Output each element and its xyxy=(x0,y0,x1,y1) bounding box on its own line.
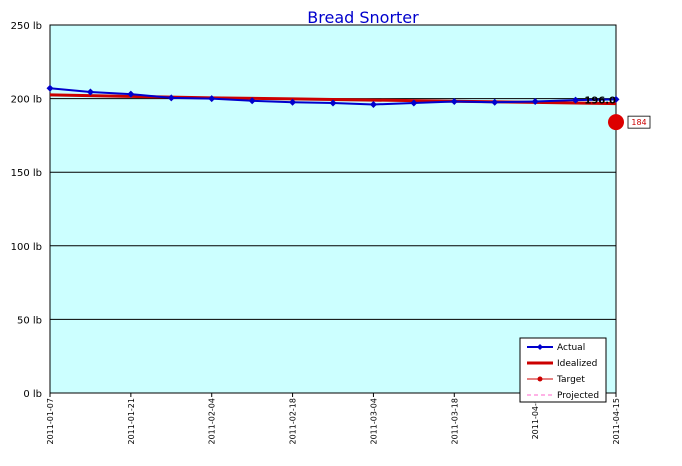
actual-point xyxy=(289,98,297,106)
legend-label-target: Target xyxy=(556,375,585,385)
actual-point xyxy=(612,95,620,103)
actual-point xyxy=(127,90,135,98)
y-tick-label: 100 lb xyxy=(11,242,42,253)
chart-legend: Actual Idealized Target Projected xyxy=(519,337,607,403)
chart-title: Bread Snorter xyxy=(307,8,419,27)
x-tick-label: 2011-04-0 xyxy=(531,398,540,439)
x-tick-label: 2011-04-15 xyxy=(612,398,621,445)
actual-point xyxy=(46,84,54,92)
x-tick-label: 2011-01-21 xyxy=(127,398,136,445)
actual-point xyxy=(410,99,418,107)
legend-label-idealized: Idealized xyxy=(557,359,597,369)
x-tick-label: 2011-01-07 xyxy=(46,398,55,445)
legend-label-projected: Projected xyxy=(557,391,599,401)
legend-actual-marker xyxy=(537,344,543,350)
legend-target-marker xyxy=(537,376,543,382)
series-layer xyxy=(46,84,624,131)
actual-point xyxy=(369,100,377,108)
actual-value-label: 196.0 xyxy=(584,95,616,106)
target-value-label: 184 xyxy=(631,118,646,127)
y-tick-label: 150 lb xyxy=(11,168,42,179)
y-tick-label: 50 lb xyxy=(17,315,42,326)
actual-point xyxy=(248,97,256,105)
legend-box xyxy=(519,337,607,403)
x-tick-label: 2011-02-18 xyxy=(289,398,298,445)
target-point xyxy=(608,114,624,131)
legend-label-actual: Actual xyxy=(557,343,585,353)
x-tick-label: 2011-02-04 xyxy=(208,398,217,445)
actual-point xyxy=(208,95,216,103)
y-tick-label: 200 lb xyxy=(11,95,42,106)
x-tick-label: 2011-03-18 xyxy=(450,398,459,445)
y-axis-ticks: 0 lb 50 lb 100 lb 150 lb 200 lb 250 lb xyxy=(11,21,42,400)
plot-background xyxy=(49,24,617,394)
annotations-layer: 196.0 184 xyxy=(584,95,651,129)
actual-point xyxy=(450,98,458,106)
target-value-box xyxy=(627,115,651,129)
actual-point xyxy=(531,98,539,106)
actual-point xyxy=(329,99,337,107)
x-axis-ticks: 2011-01-07 2011-01-21 2011-02-04 2011-02-18… xyxy=(46,393,621,445)
actual-point xyxy=(491,98,499,106)
actual-point xyxy=(86,88,94,96)
actual-point xyxy=(572,96,580,104)
y-tick-label: 0 lb xyxy=(23,389,42,400)
y-tick-label: 250 lb xyxy=(11,21,42,32)
actual-point xyxy=(167,94,175,102)
x-tick-label: 2011-03-04 xyxy=(369,398,378,445)
